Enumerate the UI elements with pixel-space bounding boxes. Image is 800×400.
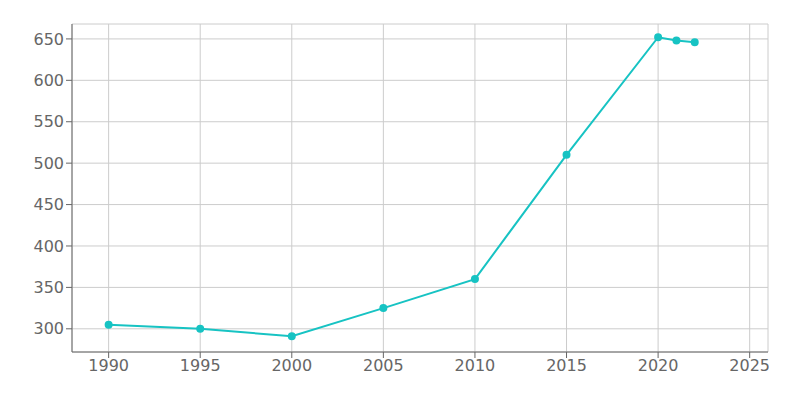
svg-text:2025: 2025 — [729, 356, 770, 375]
svg-text:1990: 1990 — [88, 356, 129, 375]
svg-text:300: 300 — [33, 319, 64, 338]
svg-text:600: 600 — [33, 71, 64, 90]
svg-text:2010: 2010 — [455, 356, 496, 375]
svg-text:650: 650 — [33, 30, 64, 49]
svg-text:2005: 2005 — [363, 356, 404, 375]
svg-text:500: 500 — [33, 154, 64, 173]
svg-text:1995: 1995 — [180, 356, 221, 375]
svg-text:450: 450 — [33, 195, 64, 214]
svg-text:550: 550 — [33, 112, 64, 131]
svg-text:400: 400 — [33, 237, 64, 256]
svg-text:350: 350 — [33, 278, 64, 297]
svg-text:2020: 2020 — [638, 356, 679, 375]
svg-text:2015: 2015 — [546, 356, 587, 375]
svg-text:2000: 2000 — [271, 356, 312, 375]
